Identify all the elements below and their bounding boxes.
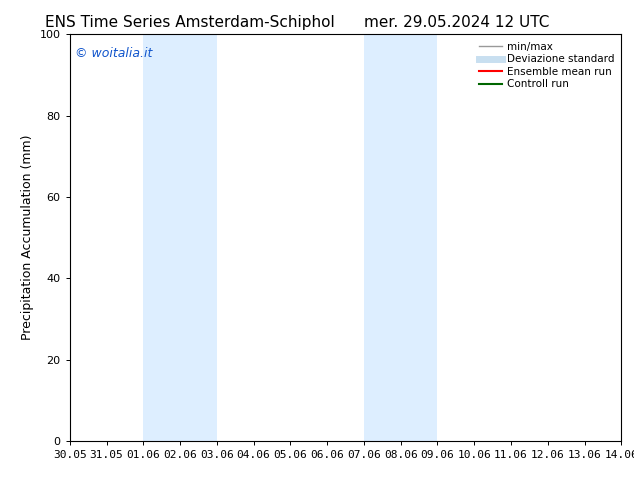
Y-axis label: Precipitation Accumulation (mm): Precipitation Accumulation (mm) bbox=[21, 135, 34, 341]
Bar bbox=[143, 34, 217, 441]
Text: ENS Time Series Amsterdam-Schiphol: ENS Time Series Amsterdam-Schiphol bbox=[45, 15, 335, 30]
Text: mer. 29.05.2024 12 UTC: mer. 29.05.2024 12 UTC bbox=[364, 15, 549, 30]
Text: © woitalia.it: © woitalia.it bbox=[75, 47, 153, 59]
Legend: min/max, Deviazione standard, Ensemble mean run, Controll run: min/max, Deviazione standard, Ensemble m… bbox=[477, 40, 616, 92]
Bar bbox=[364, 34, 437, 441]
